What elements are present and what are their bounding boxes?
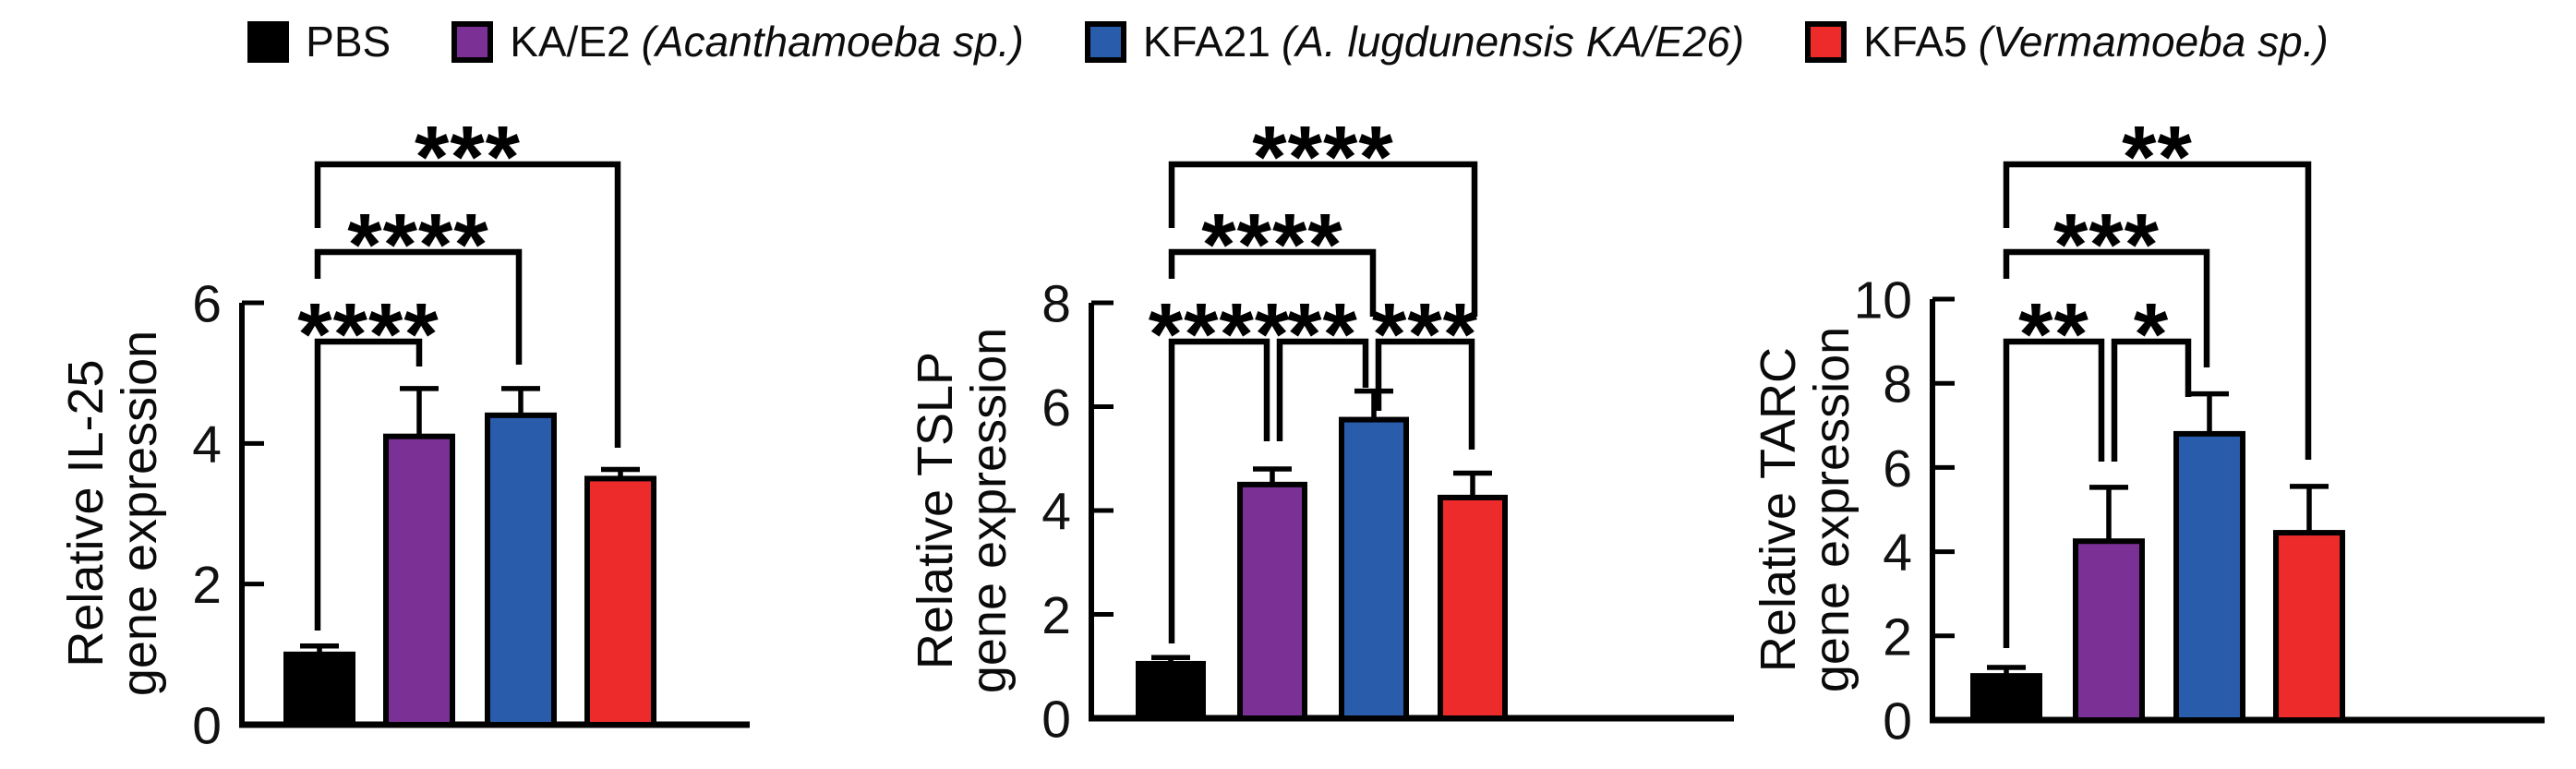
y-axis-title-line: gene expression [112,330,167,696]
y-tick-label: 0 [1041,691,1071,750]
legend-label: KA/E2 (Acanthamoeba sp.) [510,17,1024,66]
bar-pbs [1970,673,2042,723]
bar-kfa21 [1339,416,1409,721]
y-tick-label: 6 [1883,439,1912,499]
sig-stars: ** [2018,285,2089,384]
y-tick-label: 4 [192,415,222,475]
bar-kfa5 [2273,530,2345,724]
sig-bracket-pbs-ka-e2 [2003,338,2105,648]
sig-stars: *** [415,108,521,207]
legend-label-name: KFA5 [1863,18,1968,66]
sig-bracket-pbs-kfa21 [1168,248,1377,317]
legend-label-name: KA/E2 [510,18,631,66]
legend-label-name: PBS [306,18,391,66]
sig-stars: * [2134,285,2169,384]
bar-kfa5 [584,475,656,728]
sig-bracket-pbs-ka-e2 [314,338,423,631]
legend: PBS KA/E2 (Acanthamoeba sp.) KFA21 (A. lugdu… [0,17,2576,66]
y-axis-title-line: gene expression [1804,327,1860,692]
y-axis-title-line: gene expression [961,328,1017,693]
legend-swatch-ka-e2 [451,20,494,63]
bar-ka-e2 [1237,481,1307,721]
y-tick-label: 2 [192,556,222,615]
sig-bracket-pbs-kfa21 [2003,248,2210,367]
y-tick-label: 4 [1883,523,1912,583]
y-axis-title-line: Relative IL-25 [58,359,114,667]
bar-kfa21 [2173,430,2245,723]
sig-bracket-ka-e2-kfa21 [1276,338,1369,441]
legend-label-species: (Vermamoeba sp.) [1978,18,2329,66]
legend-swatch-kfa5 [1805,20,1848,63]
legend-label: KFA5 (Vermamoeba sp.) [1863,17,2329,66]
legend-item-kfa21: KFA21 (A. lugdunensis KA/E26) [1084,17,1744,66]
bar-pbs [1136,660,1206,721]
y-tick-label: 10 [1854,271,1912,330]
sig-stars: *** [1372,285,1478,384]
y-tick-label: 8 [1883,355,1912,415]
sig-bracket-pbs-ka-e2 [1168,338,1270,643]
sig-bracket-kfa21-kfa5 [1375,338,1475,450]
legend-swatch-pbs [247,20,290,63]
y-tick-label: 6 [1041,378,1071,438]
bar-ka-e2 [2073,538,2145,724]
legend-item-pbs: PBS [247,17,391,66]
sig-bracket-pbs-kfa5 [2003,161,2312,460]
sig-bracket-pbs-kfa21 [314,248,523,365]
sig-stars: **** [1149,285,1290,384]
y-tick-label: 2 [1883,607,1912,667]
y-tick-label: 0 [1883,692,1912,751]
y-axis-title-line: Relative TSLP [908,352,963,669]
y-axis-title-line: Relative TARC [1751,347,1806,672]
y-tick-label: 2 [1041,586,1071,645]
sig-bracket-ka-e2-kfa21 [2111,338,2192,462]
sig-stars: **** [1252,108,1393,207]
sig-stars: ** [2122,108,2193,207]
legend-item-ka-e2: KA/E2 (Acanthamoeba sp.) [451,17,1024,66]
bar-kfa21 [485,412,557,727]
legend-label: PBS [306,17,391,66]
y-tick-label: 0 [192,697,222,756]
y-tick-label: 6 [192,275,222,334]
legend-label-species: (A. lugdunensis KA/E26) [1281,18,1745,66]
legend-label: KFA21 (A. lugdunensis KA/E26) [1143,17,1744,66]
sig-stars: **** [1201,196,1342,294]
bar-pbs [283,651,355,727]
bar-kfa5 [1438,494,1508,721]
y-tick-label: 4 [1041,483,1071,542]
sig-stars: *** [2053,196,2160,294]
legend-item-kfa5: KFA5 (Vermamoeba sp.) [1805,17,2329,66]
y-tick-label: 8 [1041,275,1071,334]
sig-bracket-pbs-kfa5 [1168,161,1478,317]
sig-stars: **** [347,196,488,294]
sig-stars: ** [1287,285,1358,384]
bar-ka-e2 [383,433,455,727]
sig-bracket-pbs-kfa5 [314,161,621,448]
legend-swatch-kfa21 [1084,20,1126,63]
sig-stars: **** [297,285,439,384]
legend-label-species: (Acanthamoeba sp.) [641,18,1024,66]
legend-label-name: KFA21 [1142,18,1270,66]
